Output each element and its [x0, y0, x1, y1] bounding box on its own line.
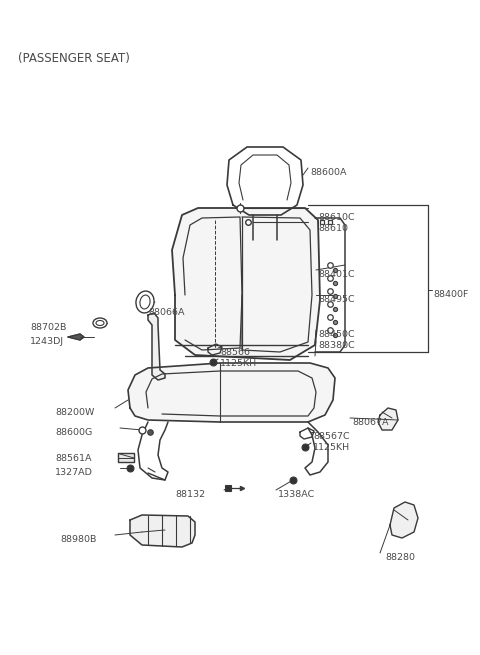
- Polygon shape: [378, 408, 398, 430]
- Polygon shape: [130, 515, 195, 547]
- Text: 1243DJ: 1243DJ: [30, 337, 64, 346]
- Text: 88980B: 88980B: [60, 535, 96, 544]
- Text: 88380C: 88380C: [318, 341, 355, 350]
- Text: 88450C: 88450C: [318, 330, 355, 339]
- Text: (PASSENGER SEAT): (PASSENGER SEAT): [18, 52, 130, 65]
- Text: 1125KH: 1125KH: [220, 359, 257, 368]
- Polygon shape: [390, 502, 418, 538]
- Text: 1327AD: 1327AD: [55, 468, 93, 477]
- Text: 88132: 88132: [175, 490, 205, 499]
- Polygon shape: [172, 208, 320, 360]
- Text: 88600A: 88600A: [310, 168, 347, 177]
- Polygon shape: [148, 313, 165, 380]
- Text: 88567C: 88567C: [313, 432, 349, 441]
- Text: 1125KH: 1125KH: [313, 443, 350, 452]
- Polygon shape: [128, 363, 335, 422]
- Text: 88200W: 88200W: [55, 408, 95, 417]
- Ellipse shape: [93, 318, 107, 328]
- Text: 88600G: 88600G: [55, 428, 92, 437]
- Text: 88610C: 88610C: [318, 213, 355, 222]
- Text: 88066A: 88066A: [148, 308, 184, 317]
- Text: 88401C: 88401C: [318, 270, 355, 279]
- Text: 88067A: 88067A: [352, 418, 388, 427]
- Text: 88566: 88566: [220, 348, 250, 357]
- Text: 88400F: 88400F: [433, 290, 468, 299]
- Text: 88561A: 88561A: [55, 454, 92, 463]
- Text: 88610: 88610: [318, 224, 348, 233]
- Text: 88495C: 88495C: [318, 295, 355, 304]
- Text: 1338AC: 1338AC: [278, 490, 315, 499]
- Text: 88702B: 88702B: [30, 323, 66, 332]
- Polygon shape: [118, 453, 134, 462]
- Text: 88280: 88280: [385, 553, 415, 562]
- Polygon shape: [68, 334, 84, 340]
- Ellipse shape: [136, 291, 154, 313]
